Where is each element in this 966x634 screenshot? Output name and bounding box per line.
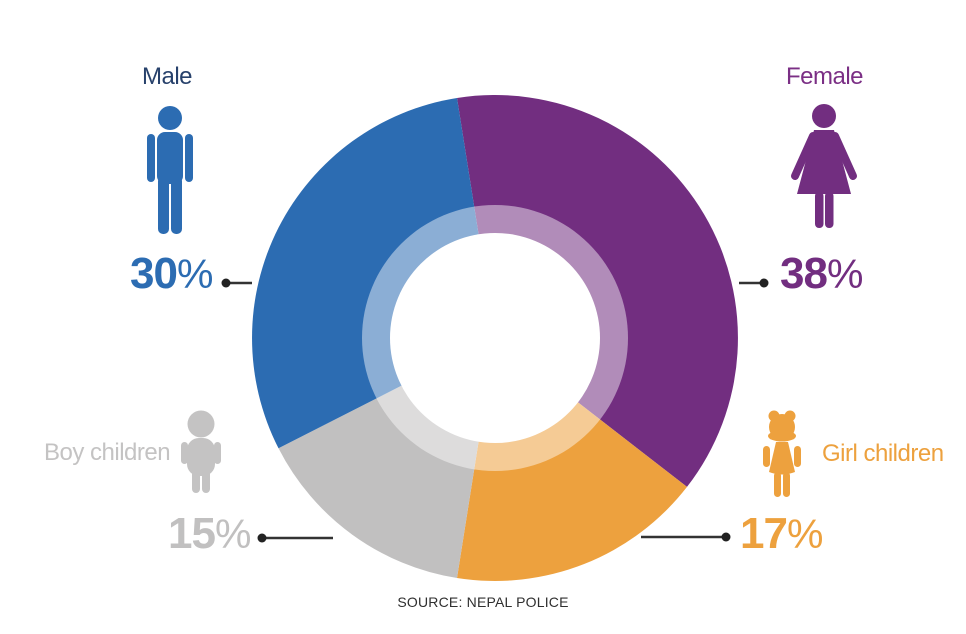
male-label: Male [142,63,193,90]
woman-icon [788,104,860,232]
girl-percent-sign: % [786,511,824,557]
boy-percent-sign: % [214,511,252,557]
male-percent-value: 30 [130,249,178,298]
girl-icon [762,410,802,499]
leader-lines-group [221,278,769,543]
boy-icon [180,410,222,494]
boy-percent-value: 15 [168,509,216,558]
boy-children-label: Boy children [44,439,171,466]
female-percent-sign: % [826,251,864,297]
girl-children-label: Girl children [822,440,944,467]
female-label: Female [786,63,864,90]
donut-hole [390,233,600,443]
girl-percent-value: 17 [740,509,788,558]
male-percent: 30% [130,252,213,296]
leader-dot-boy [257,533,267,543]
boy-percent: 15% [168,512,251,556]
leader-dot-girl [721,532,731,542]
girl-percent: 17% [740,512,823,556]
source-credit: SOURCE: NEPAL POLICE [397,594,569,610]
female-percent: 38% [780,252,863,296]
male-percent-sign: % [176,251,214,297]
leader-dot-female [759,278,769,288]
donut-segment-female [457,95,738,487]
man-icon [147,106,193,234]
leader-dot-male [221,278,231,288]
female-percent-value: 38 [780,249,828,298]
